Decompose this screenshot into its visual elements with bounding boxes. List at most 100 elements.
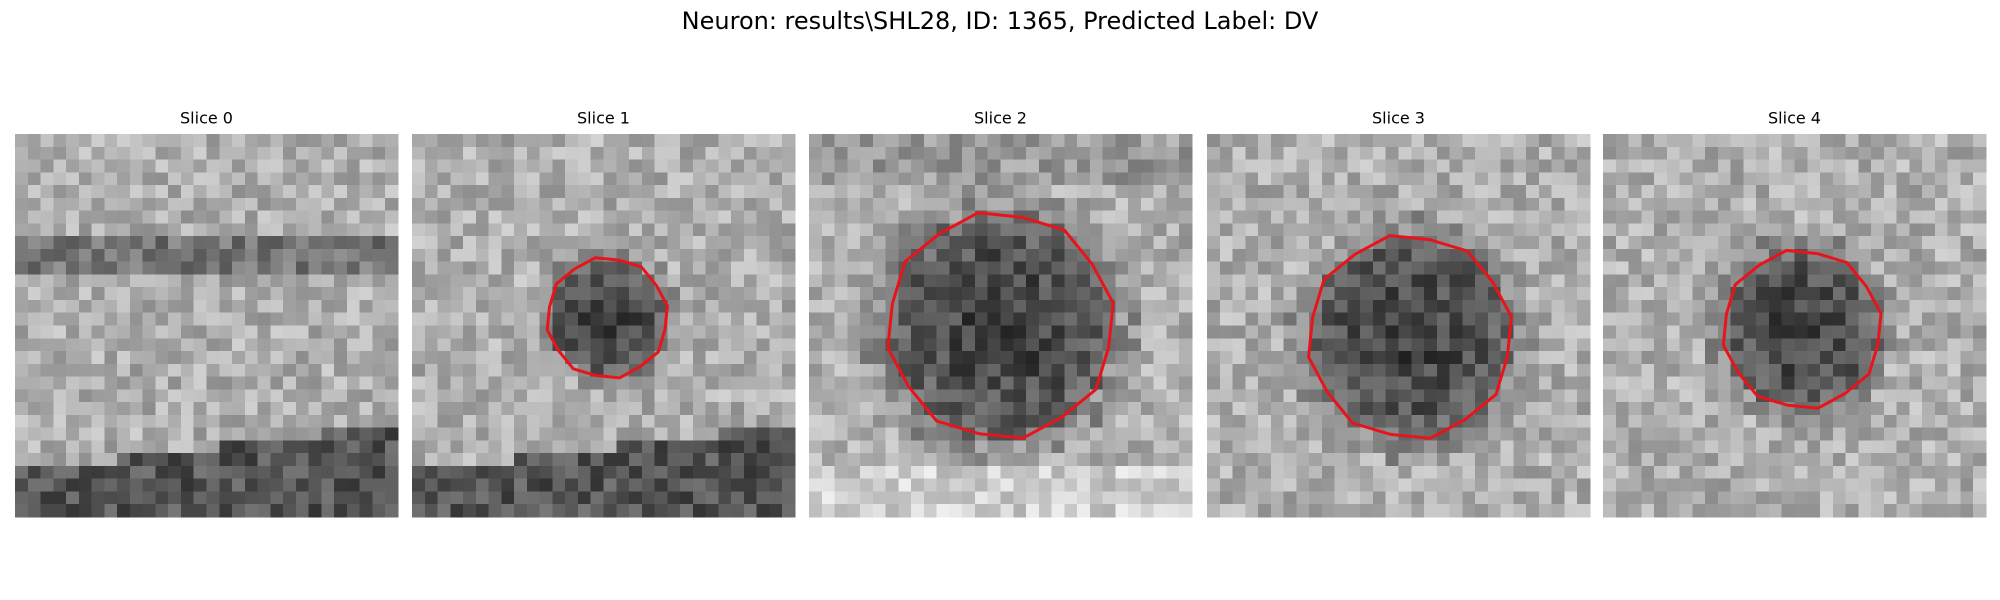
pixel xyxy=(385,134,399,148)
pixel xyxy=(1232,248,1246,263)
pixel xyxy=(1820,389,1834,403)
pixel xyxy=(1232,146,1246,161)
pixel xyxy=(1500,427,1514,441)
pixel xyxy=(1820,427,1834,441)
pixel xyxy=(1781,185,1795,199)
pixel xyxy=(1449,197,1463,212)
pixel xyxy=(1934,261,1949,275)
pixel xyxy=(974,465,989,480)
pixel xyxy=(872,325,887,339)
pixel xyxy=(283,159,297,173)
pixel xyxy=(552,440,566,454)
pixel xyxy=(193,185,207,199)
pixel xyxy=(1641,197,1655,212)
pixel xyxy=(1564,223,1578,237)
pixel xyxy=(1424,197,1438,212)
pixel xyxy=(692,210,707,224)
pixel xyxy=(372,172,386,186)
pixel xyxy=(1077,491,1091,505)
pixel xyxy=(1909,402,1923,416)
pixel xyxy=(257,478,271,492)
pixel xyxy=(1245,185,1259,199)
pixel xyxy=(1756,197,1770,212)
pixel xyxy=(412,363,426,378)
pixel xyxy=(1577,261,1591,275)
pixel xyxy=(1166,159,1180,173)
pixel xyxy=(180,312,195,326)
pixel xyxy=(1398,236,1412,250)
pixel xyxy=(987,440,1001,454)
pixel xyxy=(206,274,220,288)
pixel xyxy=(1449,312,1463,326)
pixel xyxy=(180,172,195,186)
pixel xyxy=(1038,134,1053,148)
pixel xyxy=(782,453,796,467)
pixel xyxy=(1064,210,1078,224)
pixel xyxy=(911,159,925,173)
pixel xyxy=(590,261,604,275)
pixel xyxy=(1245,376,1259,390)
pixel xyxy=(91,236,105,250)
pixel xyxy=(898,197,912,212)
pixel xyxy=(257,274,271,288)
pixel xyxy=(1385,453,1399,467)
pixel xyxy=(372,299,386,314)
pixel xyxy=(731,248,745,263)
pixel xyxy=(1166,453,1180,467)
pixel xyxy=(1179,338,1193,352)
pixel xyxy=(1679,134,1693,148)
pixel xyxy=(1692,134,1706,148)
pixel xyxy=(321,376,335,390)
pixel xyxy=(372,159,386,173)
pixel xyxy=(1424,491,1438,505)
pixel xyxy=(834,299,848,314)
pixel xyxy=(629,312,643,326)
pixel xyxy=(334,223,348,237)
pixel xyxy=(1462,478,1476,492)
pixel xyxy=(641,236,656,250)
pixel xyxy=(1526,363,1540,378)
pixel xyxy=(1309,134,1323,148)
pixel xyxy=(1564,312,1578,326)
pixel xyxy=(731,223,745,237)
pixel xyxy=(577,134,592,148)
pixel xyxy=(1526,376,1540,390)
pixel xyxy=(463,389,477,403)
pixel xyxy=(1153,134,1167,148)
pixel xyxy=(27,210,42,224)
pixel xyxy=(334,478,348,492)
pixel xyxy=(987,261,1001,275)
pixel xyxy=(577,287,592,301)
pixel xyxy=(1296,299,1310,314)
pixel xyxy=(1730,465,1744,480)
pixel xyxy=(1794,236,1808,250)
pixel xyxy=(1896,146,1910,161)
pixel xyxy=(1551,236,1565,250)
pixel xyxy=(654,363,668,378)
pixel xyxy=(129,363,144,378)
pixel xyxy=(1781,465,1795,480)
pixel xyxy=(1436,248,1451,263)
pixel xyxy=(1858,159,1872,173)
pixel xyxy=(1128,338,1142,352)
pixel xyxy=(962,261,976,275)
pixel xyxy=(1321,325,1336,339)
pixel xyxy=(424,376,439,390)
pixel xyxy=(437,427,451,441)
pixel xyxy=(911,210,925,224)
pixel xyxy=(1411,402,1425,416)
pixel xyxy=(1372,172,1387,186)
pixel xyxy=(987,414,1001,429)
pixel xyxy=(129,504,144,518)
pixel xyxy=(308,414,322,429)
pixel xyxy=(590,351,604,365)
pixel xyxy=(53,312,67,326)
pixel xyxy=(1283,440,1297,454)
pixel xyxy=(117,299,131,314)
pixel xyxy=(1934,491,1949,505)
pixel xyxy=(1115,478,1129,492)
pixel xyxy=(641,453,656,467)
pixel xyxy=(1730,402,1744,416)
pixel xyxy=(1140,478,1155,492)
pixel xyxy=(78,185,93,199)
